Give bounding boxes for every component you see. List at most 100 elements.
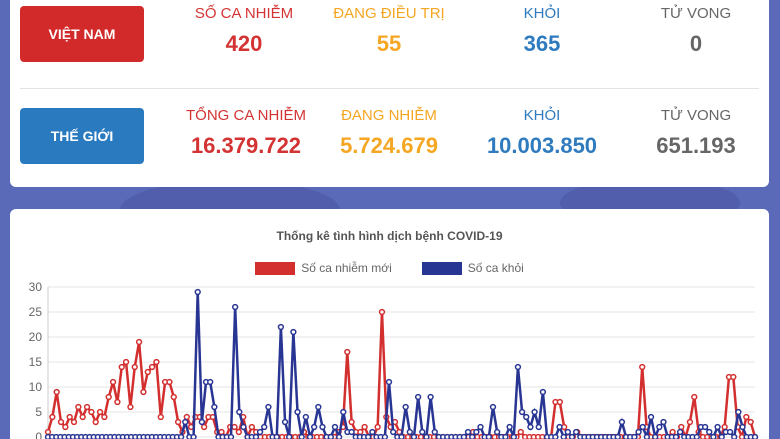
chart-legend: Số ca nhiễm mới Số ca khỏi: [10, 261, 769, 275]
world-stats-row: THẾ GIỚI TỔNG CA NHIỄM 16.379.722 ĐANG N…: [10, 106, 769, 166]
stat-label: TỬ VONG: [660, 5, 732, 22]
data-point-recovered: [531, 408, 538, 416]
data-point-recovered: [693, 433, 700, 439]
data-point-new-cases: [122, 358, 130, 366]
y-tick-label: 15: [29, 355, 43, 369]
data-point-recovered: [706, 428, 713, 436]
data-point-recovered: [431, 428, 438, 436]
legend-item-new-cases[interactable]: Số ca nhiễm mới: [255, 261, 392, 275]
data-point-new-cases: [44, 428, 52, 436]
stat-value: 365: [523, 31, 561, 56]
data-point-recovered: [731, 433, 738, 439]
data-point-new-cases: [170, 393, 177, 401]
divider: [20, 88, 759, 89]
y-tick-label: 25: [29, 305, 43, 319]
stat-label: TỬ VONG: [660, 107, 732, 124]
data-point-new-cases: [118, 363, 125, 371]
y-tick-label: 0: [35, 430, 42, 439]
data-point-recovered: [460, 433, 468, 439]
data-point-new-cases: [140, 388, 147, 396]
data-point-recovered: [485, 433, 492, 439]
data-point-recovered: [618, 418, 626, 426]
data-point-recovered: [573, 428, 580, 436]
y-tick-label: 10: [29, 380, 43, 394]
data-point-recovered: [489, 403, 497, 411]
legend-item-recovered[interactable]: Số ca khỏi: [421, 261, 524, 275]
data-point-recovered: [340, 408, 347, 416]
data-point-recovered: [419, 428, 426, 436]
data-point-recovered: [414, 393, 422, 401]
data-point-recovered: [231, 303, 239, 311]
data-point-new-cases: [200, 423, 208, 431]
data-point-new-cases: [378, 308, 386, 316]
data-point-new-cases: [62, 423, 69, 431]
data-point-new-cases: [148, 363, 156, 371]
stat-label: ĐANG NHIỄM: [341, 107, 437, 124]
data-point-recovered: [406, 428, 413, 436]
data-point-new-cases: [344, 348, 351, 356]
data-point-recovered: [506, 423, 513, 431]
data-point-recovered: [273, 433, 280, 439]
data-point-recovered: [315, 403, 322, 411]
data-point-recovered: [656, 423, 663, 431]
data-point-recovered: [464, 428, 472, 436]
data-point-recovered: [739, 423, 746, 431]
data-point-recovered: [726, 428, 734, 436]
data-point-recovered: [381, 433, 389, 439]
data-point-new-cases: [88, 408, 95, 416]
data-point-recovered: [556, 423, 563, 431]
data-point-recovered: [539, 388, 547, 396]
data-point-new-cases: [374, 423, 381, 431]
legend-label: Số ca khỏi: [467, 261, 524, 275]
data-point-new-cases: [153, 358, 160, 366]
vietnam-button[interactable]: VIỆT NAM: [20, 6, 144, 62]
stat-label: SỐ CA NHIỄM: [194, 5, 294, 22]
data-point-recovered: [319, 423, 326, 431]
legend-swatch: [421, 261, 462, 275]
y-tick-label: 30: [29, 280, 43, 294]
data-point-new-cases: [361, 423, 368, 431]
chart-card: Thống kê tình hình dịch bệnh COVID-19 Số…: [10, 209, 769, 439]
data-point-new-cases: [70, 418, 78, 426]
stat-value: 651.193: [656, 133, 736, 158]
vietnam-treating-stat: ĐANG ĐIỀU TRỊ 55: [314, 4, 464, 58]
data-point-new-cases: [53, 388, 60, 396]
data-point-recovered: [369, 428, 376, 436]
data-point-recovered: [647, 413, 655, 421]
data-point-recovered: [290, 328, 297, 336]
data-point-new-cases: [66, 413, 73, 421]
data-point-recovered: [252, 433, 260, 439]
data-point-new-cases: [721, 423, 728, 431]
world-recovered-stat: KHỎI 10.003.850: [457, 106, 627, 160]
legend-label: Số ca nhiễm mới: [301, 261, 392, 275]
world-active-stat: ĐANG NHIỄM 5.724.679: [314, 106, 464, 160]
data-point-new-cases: [109, 378, 117, 386]
data-point-recovered: [182, 418, 189, 426]
data-point-recovered: [535, 423, 542, 431]
data-point-recovered: [751, 433, 759, 439]
data-point-recovered: [302, 413, 309, 421]
data-point-recovered: [527, 423, 534, 431]
data-point-new-cases: [157, 413, 164, 421]
data-point-recovered: [614, 433, 621, 439]
data-point-recovered: [473, 428, 480, 436]
data-point-recovered: [256, 428, 264, 436]
vietnam-deaths-stat: TỬ VONG 0: [621, 4, 771, 58]
data-point-recovered: [177, 433, 185, 439]
data-point-new-cases: [57, 418, 65, 426]
stat-value: 55: [376, 31, 402, 56]
vietnam-recovered-stat: KHỎI 365: [467, 4, 617, 58]
data-point-new-cases: [639, 363, 646, 371]
data-point-recovered: [390, 428, 397, 436]
data-point-recovered: [277, 323, 285, 331]
data-point-recovered: [518, 408, 526, 416]
data-point-new-cases: [92, 418, 99, 426]
data-point-recovered: [710, 433, 717, 439]
data-point-recovered: [227, 433, 235, 439]
data-point-recovered: [281, 418, 289, 426]
data-point-new-cases: [218, 428, 225, 436]
stat-value: 10.003.850: [486, 133, 598, 158]
world-button[interactable]: THẾ GIỚI: [20, 108, 144, 164]
data-point-recovered: [410, 433, 418, 439]
world-deaths-stat: TỬ VONG 651.193: [621, 106, 771, 160]
